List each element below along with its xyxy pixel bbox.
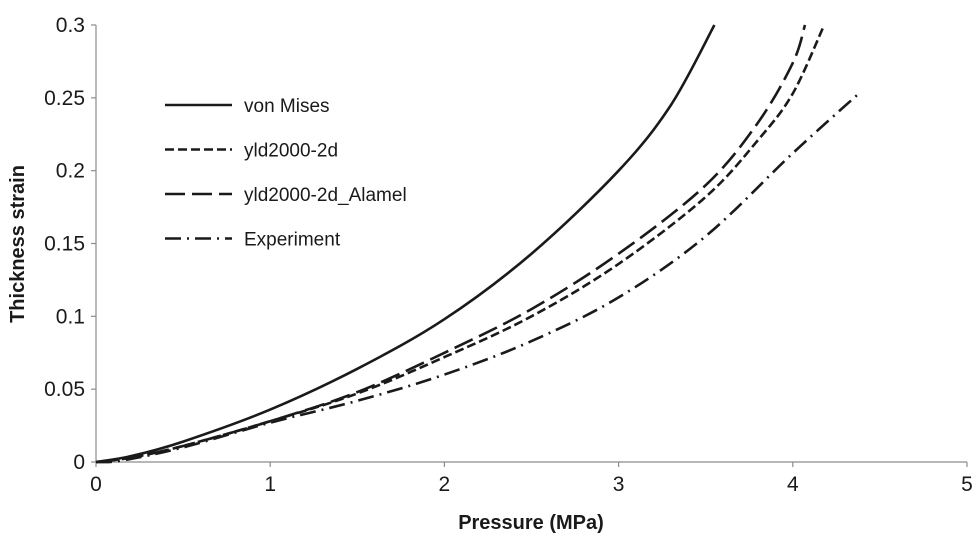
y-tick-label: 0.3 <box>56 14 85 37</box>
legend-label-1: von Mises <box>244 96 330 117</box>
y-tick-label: 0.05 <box>44 378 85 401</box>
axes: 0 1 2 3 4 5 0 0.05 0.1 0.15 0.2 0.25 0.3 <box>44 14 973 496</box>
x-tick-label: 3 <box>613 473 625 496</box>
y-axis-title: Thickness strain <box>7 165 29 323</box>
legend: von Mises yld2000-2d yld2000-2d_Alamel Expe… <box>165 96 407 251</box>
y-tick-label: 0.2 <box>56 160 85 183</box>
legend-label-3: yld2000-2d_Alamel <box>244 185 407 206</box>
series-line-1 <box>95 24 716 464</box>
legend-label-2: yld2000-2d <box>244 141 338 162</box>
legend-label-4: Experiment <box>244 230 341 251</box>
series-layer <box>95 24 859 464</box>
x-tick-label: 0 <box>90 473 102 496</box>
x-tick-label: 4 <box>787 473 799 496</box>
y-tick-label: 0.25 <box>44 87 85 110</box>
series-line-4 <box>95 93 859 464</box>
series-line-2 <box>95 24 826 464</box>
x-tick-label: 5 <box>961 473 973 496</box>
x-tick-label: 1 <box>264 473 276 496</box>
y-tick-label: 0 <box>73 451 85 474</box>
x-tick-label: 2 <box>439 473 451 496</box>
x-axis-title: Pressure (MPa) <box>458 512 604 534</box>
y-tick-label: 0.1 <box>56 305 85 328</box>
y-tick-label: 0.15 <box>44 233 85 256</box>
series-line-3 <box>95 24 807 464</box>
